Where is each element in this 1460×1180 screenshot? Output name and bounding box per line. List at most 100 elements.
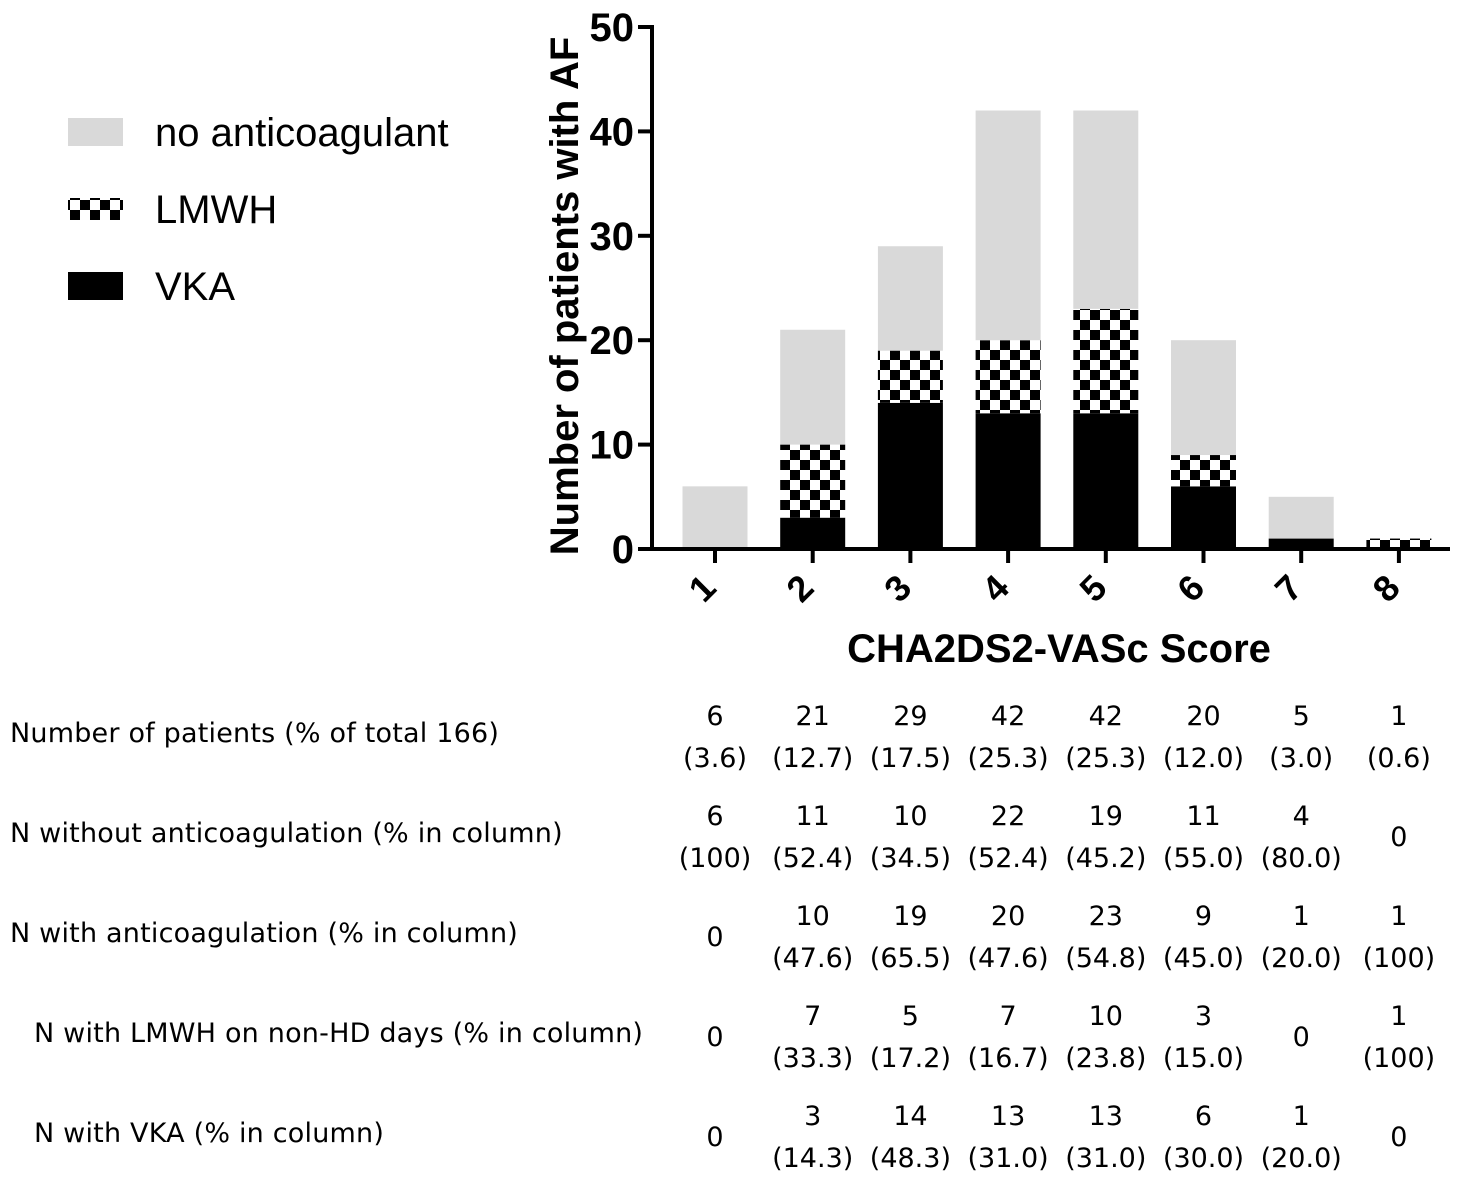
bar-vka-score-6 <box>1171 486 1236 549</box>
cell-percent: (25.3) <box>967 743 1049 774</box>
table-row-label: N with anticoagulation (% in column) <box>10 918 518 949</box>
cell-percent: (45.2) <box>1065 843 1147 874</box>
table-cell: 5 (17.2) <box>865 996 955 1080</box>
cell-percent: (20.0) <box>1260 943 1342 974</box>
table-cell: 10 (47.6) <box>768 896 858 980</box>
stacked-bar-chart: no anticoagulant LMWH VKA 0 10 20 30 40 50 1 2 3 4 5… <box>68 6 1450 671</box>
y-tick-label: 10 <box>590 424 635 468</box>
x-tick-label: 6 <box>1169 567 1212 610</box>
cell-count: 5 <box>901 1001 919 1032</box>
cell-count: 6 <box>1194 1101 1213 1132</box>
table-row-label: N with LMWH on non-HD days (% in column) <box>34 1018 644 1049</box>
cell-percent: (52.4) <box>967 843 1049 874</box>
cell-count: 42 <box>990 701 1026 732</box>
cell-count: 4 <box>1292 801 1310 832</box>
x-tick-label: 4 <box>974 567 1017 610</box>
legend-swatch-lmwh <box>68 198 123 220</box>
x-tick-label: 5 <box>1071 567 1114 610</box>
cell-count: 13 <box>1088 1101 1123 1132</box>
cell-count: 0 <box>1390 822 1408 853</box>
cell-percent: (45.0) <box>1162 943 1245 974</box>
table-cell: 0 <box>670 1117 760 1159</box>
cell-percent: (33.3) <box>772 1043 854 1074</box>
cell-count: 19 <box>1088 801 1123 832</box>
cell-count: 11 <box>1186 801 1221 832</box>
cell-count: 20 <box>1186 701 1221 732</box>
bar-lmwh-score-4 <box>975 340 1041 414</box>
table-cell: 20 (12.0) <box>1159 696 1249 780</box>
y-tick-label: 30 <box>590 215 635 259</box>
legend-label-vka: VKA <box>155 265 235 309</box>
cell-percent: (20.0) <box>1260 1143 1342 1174</box>
table-cell: 6 (100) <box>670 796 760 880</box>
table-cell: 5 (3.0) <box>1256 696 1346 780</box>
bar-vka-score-4 <box>975 413 1041 549</box>
table-row-label: N without anticoagulation (% in column) <box>10 818 563 849</box>
cell-percent: (12.0) <box>1162 743 1245 774</box>
bar-lmwh-score-6 <box>1171 455 1236 487</box>
cell-percent: (34.5) <box>869 843 951 874</box>
table-cell: 6 (30.0) <box>1159 1096 1249 1180</box>
table-cell: 1 (20.0) <box>1256 896 1346 980</box>
bar-vka-score-7 <box>1268 538 1334 549</box>
table-row-label: Number of patients (% of total 166) <box>10 718 500 749</box>
cell-count: 13 <box>990 1101 1026 1132</box>
cell-percent: (100) <box>1362 943 1436 974</box>
cell-count: 21 <box>795 701 830 732</box>
cell-count: 1 <box>1292 1101 1310 1132</box>
bar-no-anticoagulant-score-6 <box>1171 340 1236 456</box>
cell-percent: (54.8) <box>1065 943 1147 974</box>
table-cell: 7 (16.7) <box>963 996 1053 1080</box>
axes-group: 0 10 20 30 40 50 1 2 3 4 5 6 7 8 Number of patients wi… <box>543 6 1450 671</box>
table-cell: 1 (0.6) <box>1354 696 1444 780</box>
y-tick-label: 50 <box>590 6 635 50</box>
cell-percent: (47.6) <box>772 943 854 974</box>
cell-count: 23 <box>1088 901 1123 932</box>
bar-no-anticoagulant-score-3 <box>877 246 943 351</box>
cell-count: 0 <box>706 1122 724 1153</box>
bar-no-anticoagulant-score-4 <box>975 110 1041 341</box>
legend-swatch-vka <box>68 272 123 300</box>
cell-percent: (65.5) <box>869 943 951 974</box>
cell-percent: (3.6) <box>682 743 747 774</box>
cell-count: 1 <box>1390 901 1408 932</box>
table-cell: 1 (20.0) <box>1256 1096 1346 1180</box>
cell-count: 10 <box>1088 1001 1123 1032</box>
y-tick-label: 20 <box>590 319 635 363</box>
cell-percent: (80.0) <box>1260 843 1342 874</box>
bar-lmwh-score-8 <box>1366 538 1432 549</box>
table-cell: 10 (34.5) <box>865 796 955 880</box>
cell-percent: (0.6) <box>1366 743 1431 774</box>
cell-count: 22 <box>990 801 1026 832</box>
table-cell: 19 (65.5) <box>865 896 955 980</box>
legend-label-no-anticoagulant: no anticoagulant <box>155 111 449 155</box>
table-cell: 7 (33.3) <box>768 996 858 1080</box>
bar-no-anticoagulant-score-7 <box>1268 496 1334 539</box>
cell-percent: (15.0) <box>1162 1043 1245 1074</box>
table-row-label: N with VKA (% in column) <box>34 1118 385 1149</box>
table-cell: 13 (31.0) <box>1061 1096 1151 1180</box>
cell-percent: (23.8) <box>1065 1043 1147 1074</box>
y-axis-title: Number of patients with AF <box>543 37 587 556</box>
cell-count: 1 <box>1390 1001 1408 1032</box>
cell-count: 0 <box>1292 1022 1310 1053</box>
table-cell: 6 (3.6) <box>670 696 760 780</box>
table-cell: 21 (12.7) <box>768 696 858 780</box>
table-cell: 0 <box>1354 1117 1444 1159</box>
cell-count: 0 <box>706 922 724 953</box>
cell-count: 7 <box>999 1001 1017 1032</box>
table-cell: 29 (17.5) <box>865 696 955 780</box>
cell-percent: (12.7) <box>772 743 854 774</box>
bar-vka-score-3 <box>877 402 943 549</box>
table-cell: 3 (15.0) <box>1159 996 1249 1080</box>
table-cell: 23 (54.8) <box>1061 896 1151 980</box>
cell-percent: (25.3) <box>1065 743 1147 774</box>
legend-label-lmwh: LMWH <box>155 188 277 232</box>
table-cell: 1 (100) <box>1354 996 1444 1080</box>
bar-lmwh-score-5 <box>1073 308 1139 414</box>
cell-count: 3 <box>804 1101 822 1132</box>
table-cell: 0 <box>1354 817 1444 859</box>
cell-count: 7 <box>804 1001 822 1032</box>
table-cell: 4 (80.0) <box>1256 796 1346 880</box>
cell-percent: (17.5) <box>869 743 951 774</box>
